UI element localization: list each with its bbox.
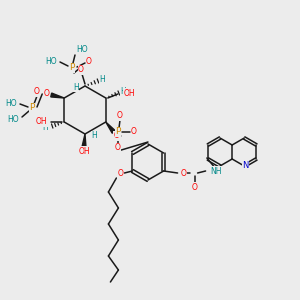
Polygon shape bbox=[82, 134, 86, 147]
Text: O: O bbox=[115, 143, 121, 152]
Text: OH: OH bbox=[78, 146, 90, 155]
Text: O: O bbox=[117, 112, 123, 121]
Polygon shape bbox=[106, 122, 115, 133]
Text: O: O bbox=[86, 58, 92, 67]
Text: H: H bbox=[91, 131, 97, 140]
Text: P: P bbox=[69, 64, 75, 73]
Text: OH: OH bbox=[36, 118, 47, 127]
Text: HO: HO bbox=[45, 56, 57, 65]
Text: O: O bbox=[78, 65, 84, 74]
Text: OH: OH bbox=[124, 88, 135, 98]
Text: H: H bbox=[73, 82, 79, 91]
Text: O: O bbox=[43, 89, 49, 98]
Text: H: H bbox=[43, 124, 48, 133]
Text: P: P bbox=[29, 103, 35, 112]
Text: O: O bbox=[192, 182, 197, 191]
Text: HO: HO bbox=[76, 46, 88, 55]
Text: NH: NH bbox=[211, 167, 222, 176]
Text: O: O bbox=[118, 169, 123, 178]
Text: HO: HO bbox=[5, 98, 17, 107]
Text: O: O bbox=[181, 169, 187, 178]
Text: HO: HO bbox=[8, 115, 19, 124]
Text: H: H bbox=[120, 88, 126, 97]
Text: P: P bbox=[115, 128, 121, 136]
Text: N: N bbox=[242, 160, 248, 169]
Polygon shape bbox=[51, 93, 64, 98]
Text: H: H bbox=[99, 74, 105, 83]
Text: O: O bbox=[114, 131, 120, 140]
Text: O: O bbox=[34, 88, 40, 97]
Text: O: O bbox=[131, 128, 137, 136]
